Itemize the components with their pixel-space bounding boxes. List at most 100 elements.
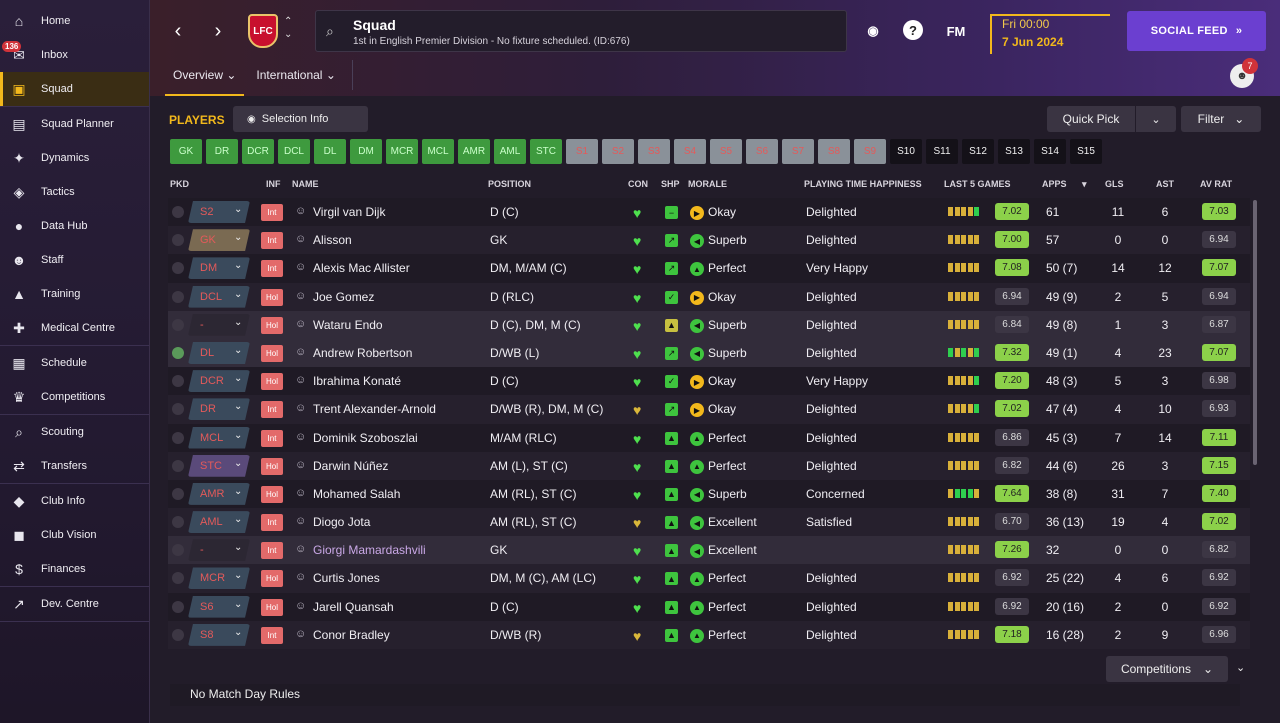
chevron-down-icon[interactable]: ⌄: [234, 401, 243, 413]
pick-position-dropdown[interactable]: MCL: [188, 426, 250, 449]
position-chip-s9[interactable]: S9: [854, 139, 886, 164]
pick-position-dropdown[interactable]: STC: [188, 454, 250, 477]
player-name[interactable]: Andrew Robertson: [313, 345, 413, 360]
table-row[interactable]: DCL ⌄ Hol ☺ Joe Gomez D (RLC) ♥ ✓ ▶ Okay Delighted…: [168, 282, 1250, 311]
col-happiness[interactable]: PLAYING TIME HAPPINESS: [804, 179, 922, 189]
competitions-button[interactable]: Competitions ⌄: [1106, 656, 1228, 682]
table-row[interactable]: S8 ⌄ Int ☺ Conor Bradley D/WB (R) ♥ ▲ ▲ Perfect De…: [168, 620, 1250, 649]
position-chip-mcl[interactable]: MCL: [422, 139, 454, 164]
chevron-down-icon[interactable]: ⌄: [234, 373, 243, 385]
col-gls[interactable]: GLS: [1105, 179, 1124, 189]
position-chip-mcr[interactable]: MCR: [386, 139, 418, 164]
quick-pick-dropdown-icon[interactable]: ⌄: [1136, 106, 1176, 132]
chevron-down-icon[interactable]: ⌄: [234, 429, 243, 441]
sidebar-item-transfers[interactable]: ⇄ Transfers: [0, 449, 149, 483]
sidebar-item-club-info[interactable]: ◆ Club Info: [0, 484, 149, 518]
chevron-down-icon[interactable]: ⌄: [234, 457, 243, 469]
table-row[interactable]: MCR ⌄ Hol ☺ Curtis Jones DM, M (C), AM (LC) ♥ ▲…: [168, 564, 1250, 593]
player-name[interactable]: Mohamed Salah: [313, 486, 401, 501]
pick-checkbox[interactable]: [172, 318, 184, 331]
player-name[interactable]: Diogo Jota: [313, 515, 371, 530]
col-avrat[interactable]: AV RAT: [1200, 179, 1233, 189]
chevron-down-icon[interactable]: ⌄: [234, 570, 243, 582]
sidebar-item-home[interactable]: ⌂ Home: [0, 4, 149, 38]
pick-position-dropdown[interactable]: DR: [188, 398, 250, 421]
position-chip-aml[interactable]: AML: [494, 139, 526, 164]
filter-button[interactable]: Filter ⌄: [1181, 106, 1261, 132]
col-position[interactable]: POSITION: [488, 179, 532, 189]
pick-checkbox[interactable]: [172, 600, 184, 613]
pick-checkbox[interactable]: [172, 234, 184, 247]
position-chip-s10[interactable]: S10: [890, 139, 922, 164]
player-name[interactable]: Alexis Mac Allister: [313, 261, 410, 276]
col-con[interactable]: CON: [628, 179, 648, 189]
table-row[interactable]: - ⌄ Hol ☺ Wataru Endo D (C), DM, M (C) ♥ ▲ ◀ Supe…: [168, 310, 1250, 339]
position-chip-s5[interactable]: S5: [710, 139, 742, 164]
chevron-down-icon[interactable]: ⌄: [234, 260, 243, 272]
chevron-down-icon[interactable]: ⌄: [234, 626, 243, 638]
search-box[interactable]: ⌕ Squad 1st in English Premier Division …: [315, 10, 847, 52]
chevron-down-icon[interactable]: ⌄: [234, 288, 243, 300]
position-chip-s6[interactable]: S6: [746, 139, 778, 164]
quick-pick-button[interactable]: Quick Pick: [1047, 106, 1135, 132]
pick-position-dropdown[interactable]: -: [188, 539, 250, 562]
pick-position-dropdown[interactable]: AMR: [188, 482, 250, 505]
position-chip-gk[interactable]: GK: [170, 139, 202, 164]
pick-position-dropdown[interactable]: DCL: [188, 285, 250, 308]
player-name[interactable]: Joe Gomez: [313, 289, 375, 304]
position-chip-dcl[interactable]: DCL: [278, 139, 310, 164]
pick-checkbox[interactable]: [172, 346, 184, 359]
pick-checkbox[interactable]: [172, 628, 184, 641]
sidebar-item-staff[interactable]: ☻ Staff: [0, 243, 149, 277]
position-chip-s1[interactable]: S1: [566, 139, 598, 164]
position-chip-s7[interactable]: S7: [782, 139, 814, 164]
pick-checkbox[interactable]: [172, 262, 184, 275]
position-chip-stc[interactable]: STC: [530, 139, 562, 164]
sidebar-item-schedule[interactable]: ▦ Schedule: [0, 346, 149, 380]
chevron-down-icon[interactable]: ⌄: [234, 232, 243, 244]
position-chip-s2[interactable]: S2: [602, 139, 634, 164]
pick-checkbox[interactable]: [172, 516, 184, 529]
player-name[interactable]: Jarell Quansah: [313, 599, 394, 614]
player-name[interactable]: Darwin Núñez: [313, 458, 389, 473]
player-name[interactable]: Wataru Endo: [313, 317, 383, 332]
position-chip-s4[interactable]: S4: [674, 139, 706, 164]
date-display[interactable]: Fri 00:00 7 Jun 2024: [990, 14, 1110, 54]
pick-position-dropdown[interactable]: DM: [188, 257, 250, 280]
pick-checkbox[interactable]: [172, 487, 184, 500]
pick-checkbox[interactable]: [172, 403, 184, 416]
sort-desc-icon[interactable]: ▾: [1082, 179, 1087, 189]
col-inf[interactable]: INF: [266, 179, 281, 189]
sidebar-item-inbox[interactable]: ✉ Inbox 136: [0, 38, 149, 72]
position-chip-s8[interactable]: S8: [818, 139, 850, 164]
chevron-down-icon[interactable]: ⌄: [234, 344, 243, 356]
back-arrow-icon[interactable]: ‹: [174, 19, 182, 42]
position-chip-s15[interactable]: S15: [1070, 139, 1102, 164]
player-name[interactable]: Conor Bradley: [313, 627, 390, 642]
sidebar-item-squad[interactable]: ▣ Squad: [0, 72, 149, 106]
table-row[interactable]: AML ⌄ Int ☺ Diogo Jota AM (RL), ST (C) ♥ ▲ ◀ Exce…: [168, 508, 1250, 537]
table-row[interactable]: DL ⌄ Hol ☺ Andrew Robertson D/WB (L) ♥ ↗ ◀ Superb…: [168, 338, 1250, 368]
col-pkd[interactable]: PKD: [170, 179, 190, 189]
table-row[interactable]: MCL ⌄ Int ☺ Dominik Szoboszlai M/AM (RLC) ♥ ▲ ▲ P…: [168, 423, 1250, 452]
position-chip-s14[interactable]: S14: [1034, 139, 1066, 164]
col-apps[interactable]: APPS: [1042, 179, 1067, 189]
col-last5[interactable]: LAST 5 GAMES: [944, 179, 1011, 189]
table-row[interactable]: S6 ⌄ Hol ☺ Jarell Quansah D (C) ♥ ▲ ▲ Perfect Deli…: [168, 592, 1250, 621]
position-chip-dl[interactable]: DL: [314, 139, 346, 164]
col-shp[interactable]: SHP: [661, 179, 680, 189]
sidebar-item-tactics[interactable]: ◈ Tactics: [0, 175, 149, 209]
position-chip-dcr[interactable]: DCR: [242, 139, 274, 164]
position-chip-s13[interactable]: S13: [998, 139, 1030, 164]
pick-position-dropdown[interactable]: MCR: [188, 567, 250, 590]
fm-logo[interactable]: FM: [946, 23, 966, 39]
forward-arrow-icon[interactable]: ›: [214, 19, 222, 42]
table-row[interactable]: DM ⌄ Int ☺ Alexis Mac Allister DM, M/AM (C) ♥ ↗…: [168, 254, 1250, 283]
table-row[interactable]: DR ⌄ Int ☺ Trent Alexander-Arnold D/WB (R), D…: [168, 395, 1250, 424]
sidebar-item-scouting[interactable]: ⌕ Scouting: [0, 415, 149, 449]
player-name[interactable]: Dominik Szoboszlai: [313, 430, 418, 445]
pick-position-dropdown[interactable]: GK: [188, 229, 250, 252]
player-name[interactable]: Virgil van Dijk: [313, 205, 386, 219]
sidebar-item-squad-planner[interactable]: ▤ Squad Planner: [0, 107, 149, 141]
player-name[interactable]: Curtis Jones: [313, 571, 380, 586]
